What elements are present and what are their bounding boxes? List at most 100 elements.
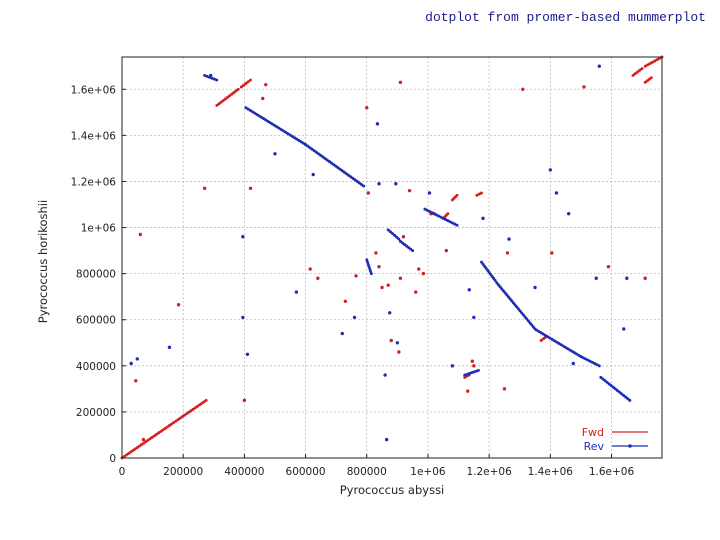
x-tick-label: 200000: [163, 466, 203, 478]
fwd-match-point: [480, 191, 483, 195]
fwd-match-point: [455, 193, 459, 197]
rev-match-point: [270, 122, 274, 126]
rev-match-point: [209, 73, 213, 78]
rev-match-point: [493, 279, 497, 282]
rev-match-point: [543, 333, 547, 337]
fwd-match-point: [249, 78, 252, 82]
rev-match-point: [259, 115, 263, 119]
x-tick-label: 1.6e+06: [589, 466, 635, 478]
rev-match-point: [369, 269, 373, 273]
rev-match-point: [405, 244, 408, 248]
fwd-match-point: [505, 251, 510, 255]
fwd-match-point: [477, 192, 481, 196]
fwd-match-point: [138, 232, 143, 237]
rev-match-point: [248, 108, 252, 112]
rev-match-point: [622, 393, 626, 397]
fwd-match-point: [246, 80, 250, 84]
fwd-match-point: [655, 58, 659, 62]
rev-match-point: [332, 163, 336, 166]
rev-match-point: [584, 357, 587, 361]
rev-match-point: [501, 289, 505, 293]
fwd-match-point: [234, 89, 238, 93]
fwd-match-point: [308, 267, 312, 271]
fwd-match-point: [174, 419, 178, 423]
rev-match-point: [487, 270, 491, 274]
fwd-match-point: [397, 350, 401, 354]
rev-match-point: [311, 172, 315, 177]
x-tick-label: 400000: [224, 466, 264, 478]
fwd-match-point: [582, 85, 586, 89]
rev-match-point: [521, 313, 525, 317]
chart-title: dotplot from promer-based mummerplot: [425, 10, 706, 25]
rev-match-point: [353, 178, 357, 182]
fwd-match-point: [244, 82, 248, 85]
rev-match-point: [368, 267, 372, 271]
rev-match-point: [622, 327, 626, 331]
rev-match-point: [411, 249, 415, 253]
rev-match-point: [455, 223, 459, 227]
fwd-match-point: [131, 449, 135, 453]
rev-match-point: [526, 319, 530, 323]
rev-match-point: [628, 398, 632, 402]
x-tick-label: 0: [119, 466, 126, 478]
rev-match-point: [401, 241, 404, 245]
rev-match-point: [430, 211, 434, 215]
fwd-match-point: [152, 434, 156, 438]
fwd-match-point: [176, 418, 180, 422]
rev-match-point: [595, 363, 599, 367]
rev-match-point: [284, 130, 288, 134]
rev-match-point: [453, 222, 457, 226]
fwd-match-point: [261, 96, 265, 101]
fwd-match-point: [475, 193, 479, 197]
rev-match-point: [559, 343, 563, 347]
rev-match-point: [340, 169, 344, 173]
rev-match-point: [327, 160, 331, 163]
rev-match-point: [394, 182, 398, 186]
rev-match-point: [275, 125, 279, 129]
rev-match-point: [601, 377, 605, 381]
x-tick-label: 1e+06: [410, 466, 446, 478]
rev-match-point: [506, 295, 510, 299]
rev-match-point: [467, 372, 471, 375]
rev-match-point: [533, 285, 537, 290]
y-tick-label: 0: [109, 453, 116, 465]
rev-match-point: [246, 107, 250, 111]
rev-match-point: [497, 283, 500, 287]
rev-match-point: [539, 331, 543, 335]
fwd-match-point: [643, 80, 647, 84]
fwd-match-point: [377, 265, 381, 269]
rev-match-point: [624, 395, 628, 399]
rev-match-point: [386, 228, 390, 232]
rev-match-point: [554, 191, 559, 195]
fwd-match-point: [135, 446, 139, 450]
rev-match-point: [427, 191, 432, 195]
rev-match-point: [167, 345, 172, 350]
rev-match-point: [507, 237, 511, 241]
rev-match-point: [288, 133, 292, 137]
rev-match-point: [483, 264, 486, 268]
fwd-match-point: [407, 188, 412, 193]
fwd-match-point: [178, 416, 182, 420]
rev-match-point: [530, 323, 534, 327]
x-tick-label: 1.4e+06: [528, 466, 574, 478]
fwd-match-point: [232, 91, 236, 94]
rev-match-point: [393, 233, 397, 237]
fwd-match-point: [146, 438, 150, 442]
rev-match-point: [625, 276, 629, 280]
plot-frame: [121, 56, 663, 459]
rev-match-point: [446, 219, 450, 223]
rev-match-point: [439, 215, 443, 219]
ticks-layer: 0 200000 400000 600000 800000 1e+06 1.2e+06 1.4…: [71, 84, 635, 478]
rev-match-point: [244, 106, 248, 110]
rev-match-point: [205, 74, 209, 78]
rev-match-point: [444, 218, 447, 221]
rev-match-point: [566, 212, 571, 216]
rev-match-point: [277, 126, 281, 130]
rev-match-point: [266, 119, 270, 123]
fwd-match-point: [550, 251, 554, 255]
rev-match-point: [306, 144, 310, 148]
rev-match-point: [441, 216, 445, 220]
rev-match-point: [495, 281, 499, 285]
rev-match-point: [215, 78, 219, 82]
fwd-match-point: [141, 437, 146, 442]
